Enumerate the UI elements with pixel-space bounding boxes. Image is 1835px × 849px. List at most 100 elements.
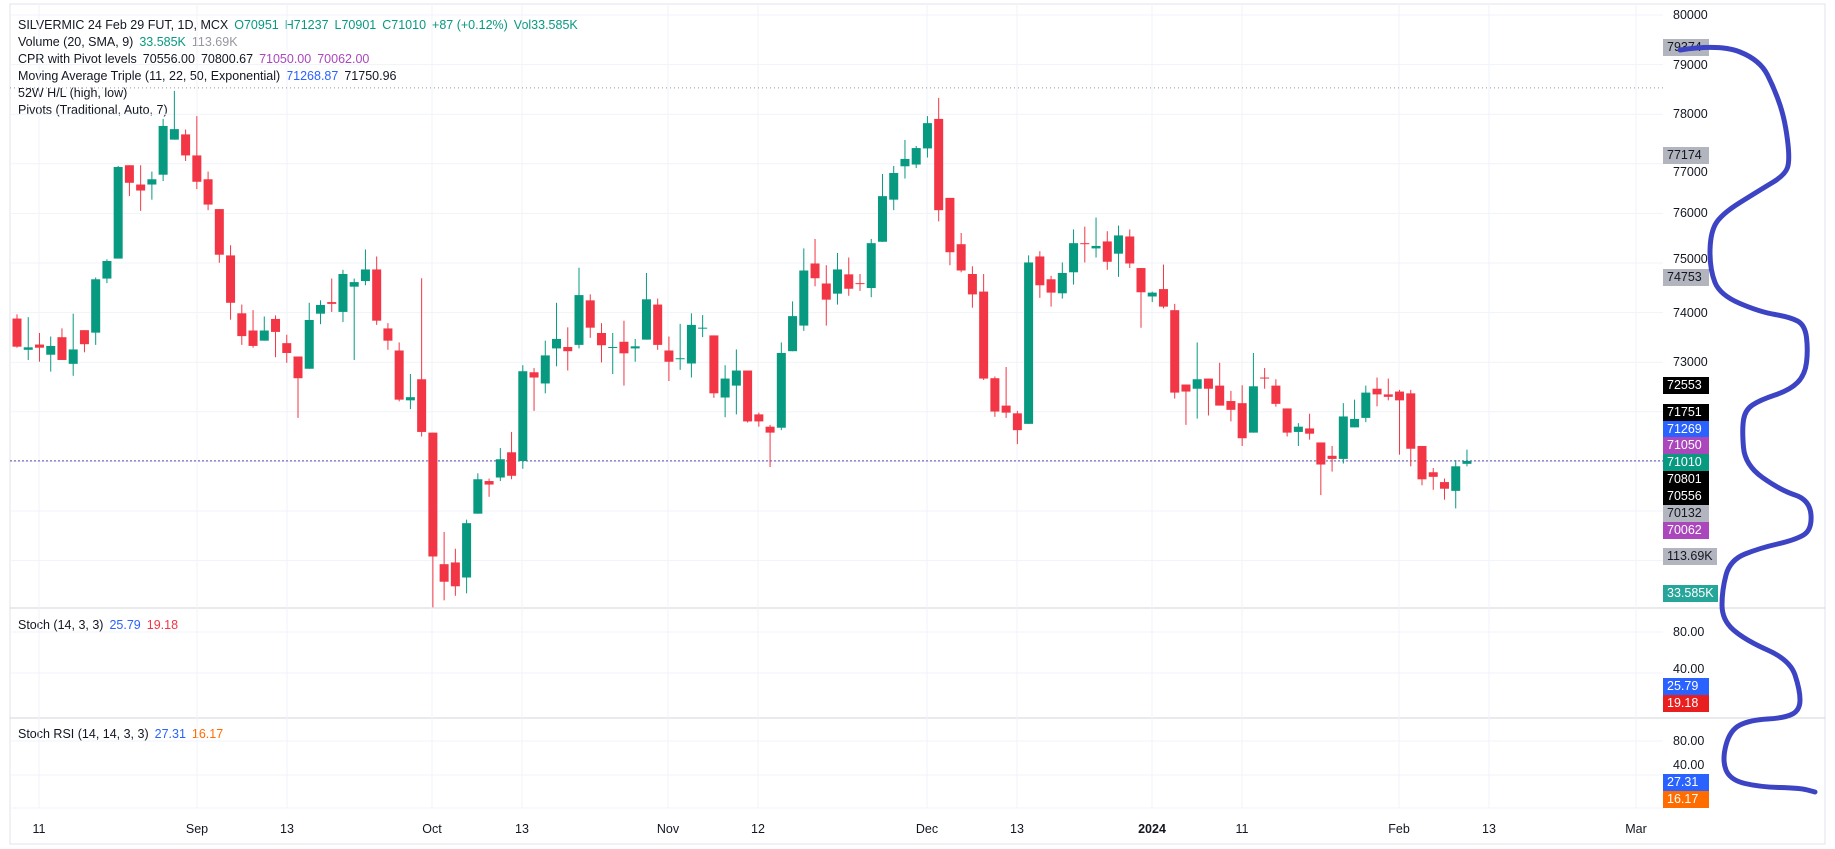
candle-body: [484, 481, 494, 485]
candle-body: [68, 349, 78, 364]
cpr-legend[interactable]: CPR with Pivot levels 70556.00 70800.67 710…: [18, 51, 375, 67]
candle-body: [237, 313, 247, 337]
w52-legend[interactable]: 52W H/L (high, low): [18, 85, 133, 101]
candle-body: [46, 345, 56, 355]
candle-body: [113, 167, 123, 259]
candle-body: [1451, 466, 1461, 491]
candle-body: [1035, 256, 1045, 286]
price-badge: 72553: [1663, 376, 1709, 394]
candle-body: [428, 432, 438, 557]
candle-body: [833, 269, 843, 294]
candle-body: [214, 209, 224, 255]
candle-body: [293, 356, 303, 379]
candle-body: [1080, 243, 1090, 245]
candle-body: [124, 165, 134, 183]
candle-body: [450, 562, 460, 587]
time-tick-label: Dec: [915, 822, 939, 836]
candle-body: [877, 196, 887, 242]
price-axis-label: 78000: [1673, 107, 1708, 122]
candle-body: [372, 269, 382, 321]
candle-body: [799, 270, 809, 326]
stochrsi-legend[interactable]: Stoch RSI (14, 14, 3, 3) 27.31 16.17: [18, 726, 229, 742]
candle-body: [203, 179, 213, 205]
volume-label: Volume (20, SMA, 9): [18, 35, 134, 49]
candle-body: [1046, 279, 1056, 293]
candle-body: [821, 283, 831, 300]
candle-body: [1395, 391, 1405, 401]
candle-body: [79, 330, 89, 345]
candle-body: [1091, 245, 1101, 249]
candle-body: [788, 316, 798, 352]
stochrsi-d: 16.17: [191, 727, 224, 741]
candle-body: [1069, 243, 1079, 273]
price-badge: 27.31: [1663, 773, 1709, 791]
volume-v1: 33.585K: [139, 35, 186, 49]
ma-v1: 71268.87: [286, 69, 339, 83]
candle-body: [271, 318, 281, 332]
candle-body: [439, 564, 449, 582]
time-tick-label: 13: [1482, 822, 1496, 836]
candle-body: [563, 347, 573, 352]
stoch-legend[interactable]: Stoch (14, 3, 3) 25.79 19.18: [18, 617, 184, 633]
candle-body: [394, 350, 404, 400]
candle-body: [349, 282, 359, 287]
w52-label: 52W H/L (high, low): [18, 86, 128, 100]
candle-body: [686, 324, 696, 364]
candle-body: [192, 155, 202, 182]
cpr-v3: 71050.00: [259, 52, 312, 66]
stoch-k: 25.79: [109, 618, 141, 632]
candle-body: [866, 243, 876, 289]
candle-body: [169, 129, 179, 140]
candle-body: [855, 283, 865, 285]
cpr-label: CPR with Pivot levels: [18, 52, 137, 66]
candle-body: [360, 269, 370, 282]
candle-body: [1158, 289, 1168, 307]
candle-body: [23, 347, 33, 350]
ma-legend[interactable]: Moving Average Triple (11, 22, 50, Expon…: [18, 68, 402, 84]
candle-body: [1147, 292, 1157, 297]
price-badge: 19.18: [1663, 694, 1709, 712]
low-value: L70901: [334, 18, 377, 32]
candle-body: [1293, 426, 1303, 432]
time-tick-label: Nov: [656, 822, 680, 836]
candle-body: [12, 318, 22, 347]
price-axis-label: 75000: [1673, 252, 1708, 266]
candle-body: [720, 378, 730, 398]
volume-v2: 113.69K: [191, 35, 238, 49]
oscillator-axis-label: 80.00: [1673, 625, 1705, 639]
candle-body: [462, 523, 472, 578]
candle-body: [664, 350, 674, 362]
time-tick-label: Sep: [185, 822, 209, 836]
candle-body: [1305, 428, 1315, 434]
candle-body: [518, 371, 528, 462]
candle-body: [1462, 460, 1472, 464]
symbol-title[interactable]: SILVERMIC 24 Feb 29 FUT, 1D, MCX: [18, 18, 229, 32]
candle-body: [417, 379, 427, 432]
price-badge: 70132: [1663, 504, 1709, 522]
candle-body: [934, 118, 944, 211]
price-axis-label: 77000: [1673, 165, 1708, 179]
time-tick-label: 13: [515, 822, 529, 836]
volume-value: Vol33.585K: [513, 18, 578, 32]
candle-body: [608, 347, 618, 349]
candle-body: [900, 158, 910, 167]
candle-body: [57, 337, 67, 360]
candle-body: [1439, 482, 1449, 489]
price-badge: 74753: [1663, 268, 1709, 286]
candle-body: [507, 452, 517, 476]
pivots-legend[interactable]: Pivots (Traditional, Auto, 7): [18, 102, 174, 118]
cpr-v4: 70062.00: [317, 52, 370, 66]
candle-body: [304, 319, 314, 369]
candle-body: [1057, 272, 1067, 294]
candle-body: [226, 255, 236, 303]
candle-body: [1361, 392, 1371, 418]
price-badge: 33.585K: [1663, 584, 1718, 602]
price-badge: 71269: [1663, 420, 1709, 438]
volume-legend[interactable]: Volume (20, SMA, 9) 33.585K 113.69K: [18, 34, 244, 50]
time-tick-label: 11: [1235, 822, 1249, 836]
cpr-v2: 70800.67: [200, 52, 254, 66]
time-tick-label: Oct: [422, 822, 442, 836]
candle-body: [282, 343, 292, 353]
candle-body: [315, 304, 325, 314]
